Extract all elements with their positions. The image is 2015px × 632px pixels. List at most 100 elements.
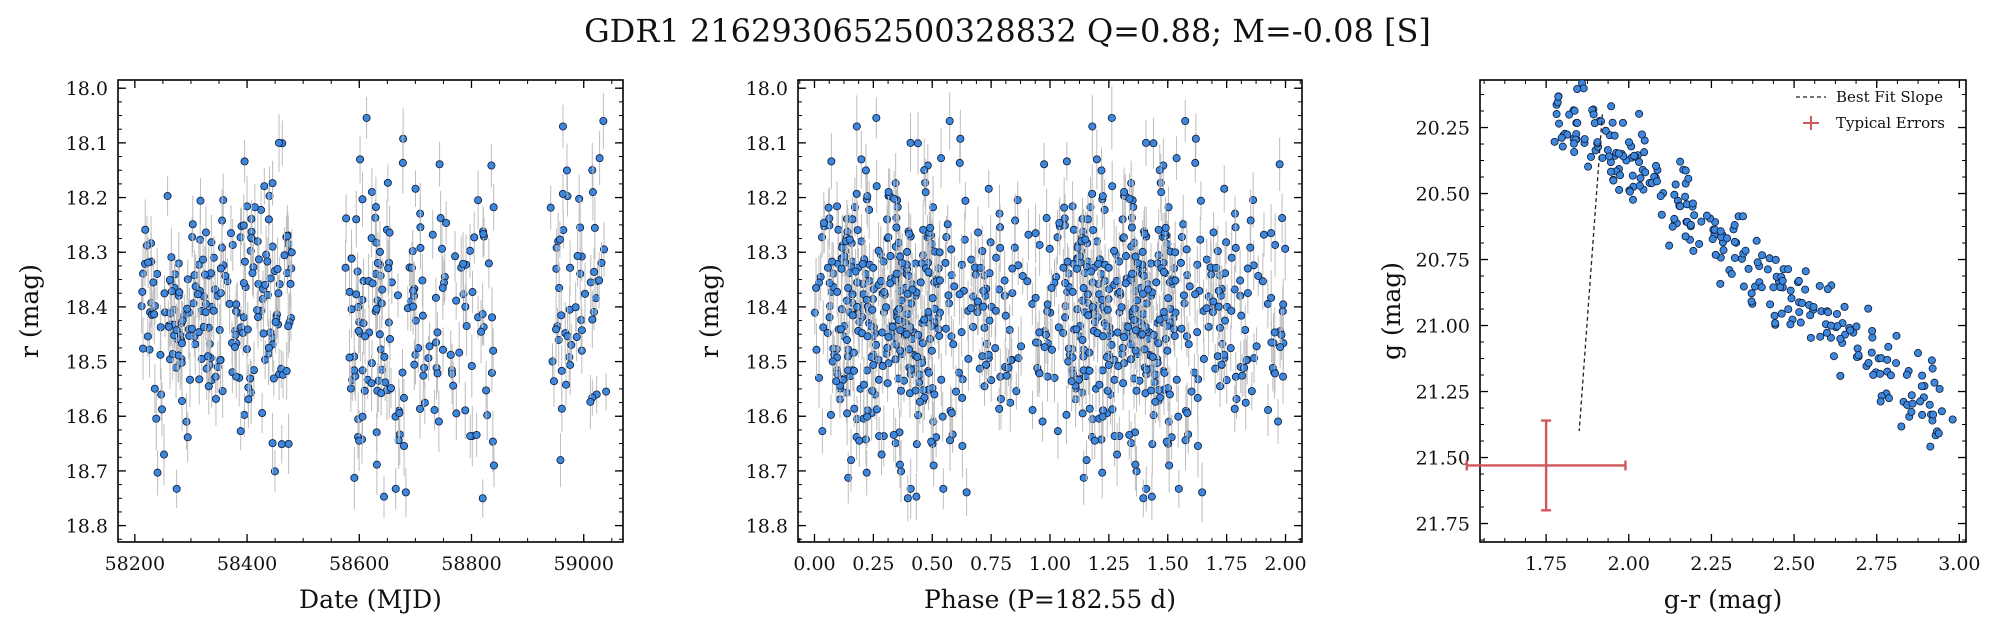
data-point <box>938 412 947 421</box>
data-point <box>1191 134 1200 143</box>
data-point <box>395 408 404 417</box>
data-point <box>1089 226 1098 235</box>
data-point <box>1095 380 1104 389</box>
data-point <box>916 278 925 287</box>
data-point <box>1271 369 1280 378</box>
best-fit-slope-line <box>1578 114 1603 432</box>
data-point <box>1730 237 1739 246</box>
data-point <box>880 288 889 297</box>
data-point <box>433 328 442 337</box>
data-point <box>1041 330 1050 339</box>
data-point <box>985 269 994 278</box>
data-point <box>1142 299 1151 308</box>
data-point <box>1110 246 1119 255</box>
axes-frame <box>117 79 624 543</box>
data-point <box>1113 450 1122 459</box>
data-point <box>438 345 447 354</box>
data-point <box>275 138 284 147</box>
data-point <box>1120 187 1129 196</box>
data-point <box>1868 326 1877 335</box>
data-point <box>1281 244 1290 253</box>
data-point <box>263 257 272 266</box>
data-point <box>1681 166 1690 175</box>
data-point <box>1014 354 1023 363</box>
data-point <box>942 233 951 242</box>
data-point <box>823 328 832 337</box>
data-point <box>1154 339 1163 348</box>
data-point <box>1191 158 1200 167</box>
data-point <box>1794 276 1803 285</box>
data-point <box>1267 229 1276 238</box>
data-point <box>1752 236 1761 245</box>
y-tick-label: 18.5 <box>746 352 788 374</box>
data-point <box>239 313 248 322</box>
data-point <box>221 271 230 280</box>
data-point <box>1138 289 1147 298</box>
data-point <box>1125 194 1134 203</box>
data-point <box>1601 126 1610 135</box>
data-point <box>921 188 930 197</box>
data-point <box>1917 382 1926 391</box>
data-point <box>1181 117 1190 126</box>
data-point <box>1784 265 1793 274</box>
data-point <box>341 263 350 272</box>
data-point <box>1098 468 1107 477</box>
data-point <box>833 202 842 211</box>
data-point <box>888 322 897 331</box>
data-point <box>1024 230 1033 239</box>
data-point <box>1609 176 1618 185</box>
data-point <box>1554 92 1563 101</box>
data-point <box>1254 271 1263 280</box>
data-point <box>398 368 407 377</box>
y-tick-label: 18.6 <box>66 406 108 428</box>
data-point <box>1083 215 1092 224</box>
data-point <box>203 352 212 361</box>
data-point <box>1035 369 1044 378</box>
data-point <box>945 117 954 126</box>
y-tick-label: 18.6 <box>746 406 788 428</box>
data-point <box>355 436 364 445</box>
x-tick-label: 1.25 <box>1088 553 1130 575</box>
data-point <box>248 269 257 278</box>
data-point <box>929 203 938 212</box>
data-point <box>1084 311 1093 320</box>
data-point <box>175 288 184 297</box>
data-point <box>191 340 200 349</box>
data-point <box>1164 203 1173 212</box>
data-point <box>893 203 902 212</box>
data-point <box>478 310 487 319</box>
data-point <box>836 325 845 334</box>
data-point <box>957 328 966 337</box>
data-point <box>930 390 939 399</box>
data-point <box>420 398 429 407</box>
data-point <box>1629 195 1638 204</box>
data-point <box>1589 110 1598 119</box>
data-point <box>1001 311 1010 320</box>
data-point <box>273 265 282 274</box>
data-point <box>913 352 922 361</box>
data-point <box>978 352 987 361</box>
data-point <box>361 332 370 341</box>
data-point <box>207 238 216 247</box>
data-point <box>1128 269 1137 278</box>
data-point <box>416 404 425 413</box>
data-point <box>967 255 976 264</box>
data-point <box>356 155 365 164</box>
data-point <box>1892 359 1901 368</box>
data-point <box>254 255 263 264</box>
data-point <box>434 417 443 426</box>
data-point <box>243 202 252 211</box>
data-point <box>956 134 965 143</box>
x-tick-label: 58400 <box>217 553 277 575</box>
data-point <box>1801 267 1810 276</box>
y-tick-label: 18.4 <box>746 297 788 319</box>
data-point <box>1250 354 1259 363</box>
data-point <box>847 456 856 465</box>
x-tick-label: 0.50 <box>911 553 953 575</box>
data-point <box>1199 354 1208 363</box>
data-point <box>1092 155 1101 164</box>
data-point <box>368 279 377 288</box>
data-point <box>1098 192 1107 201</box>
data-point <box>432 338 441 347</box>
data-point <box>1131 252 1140 261</box>
